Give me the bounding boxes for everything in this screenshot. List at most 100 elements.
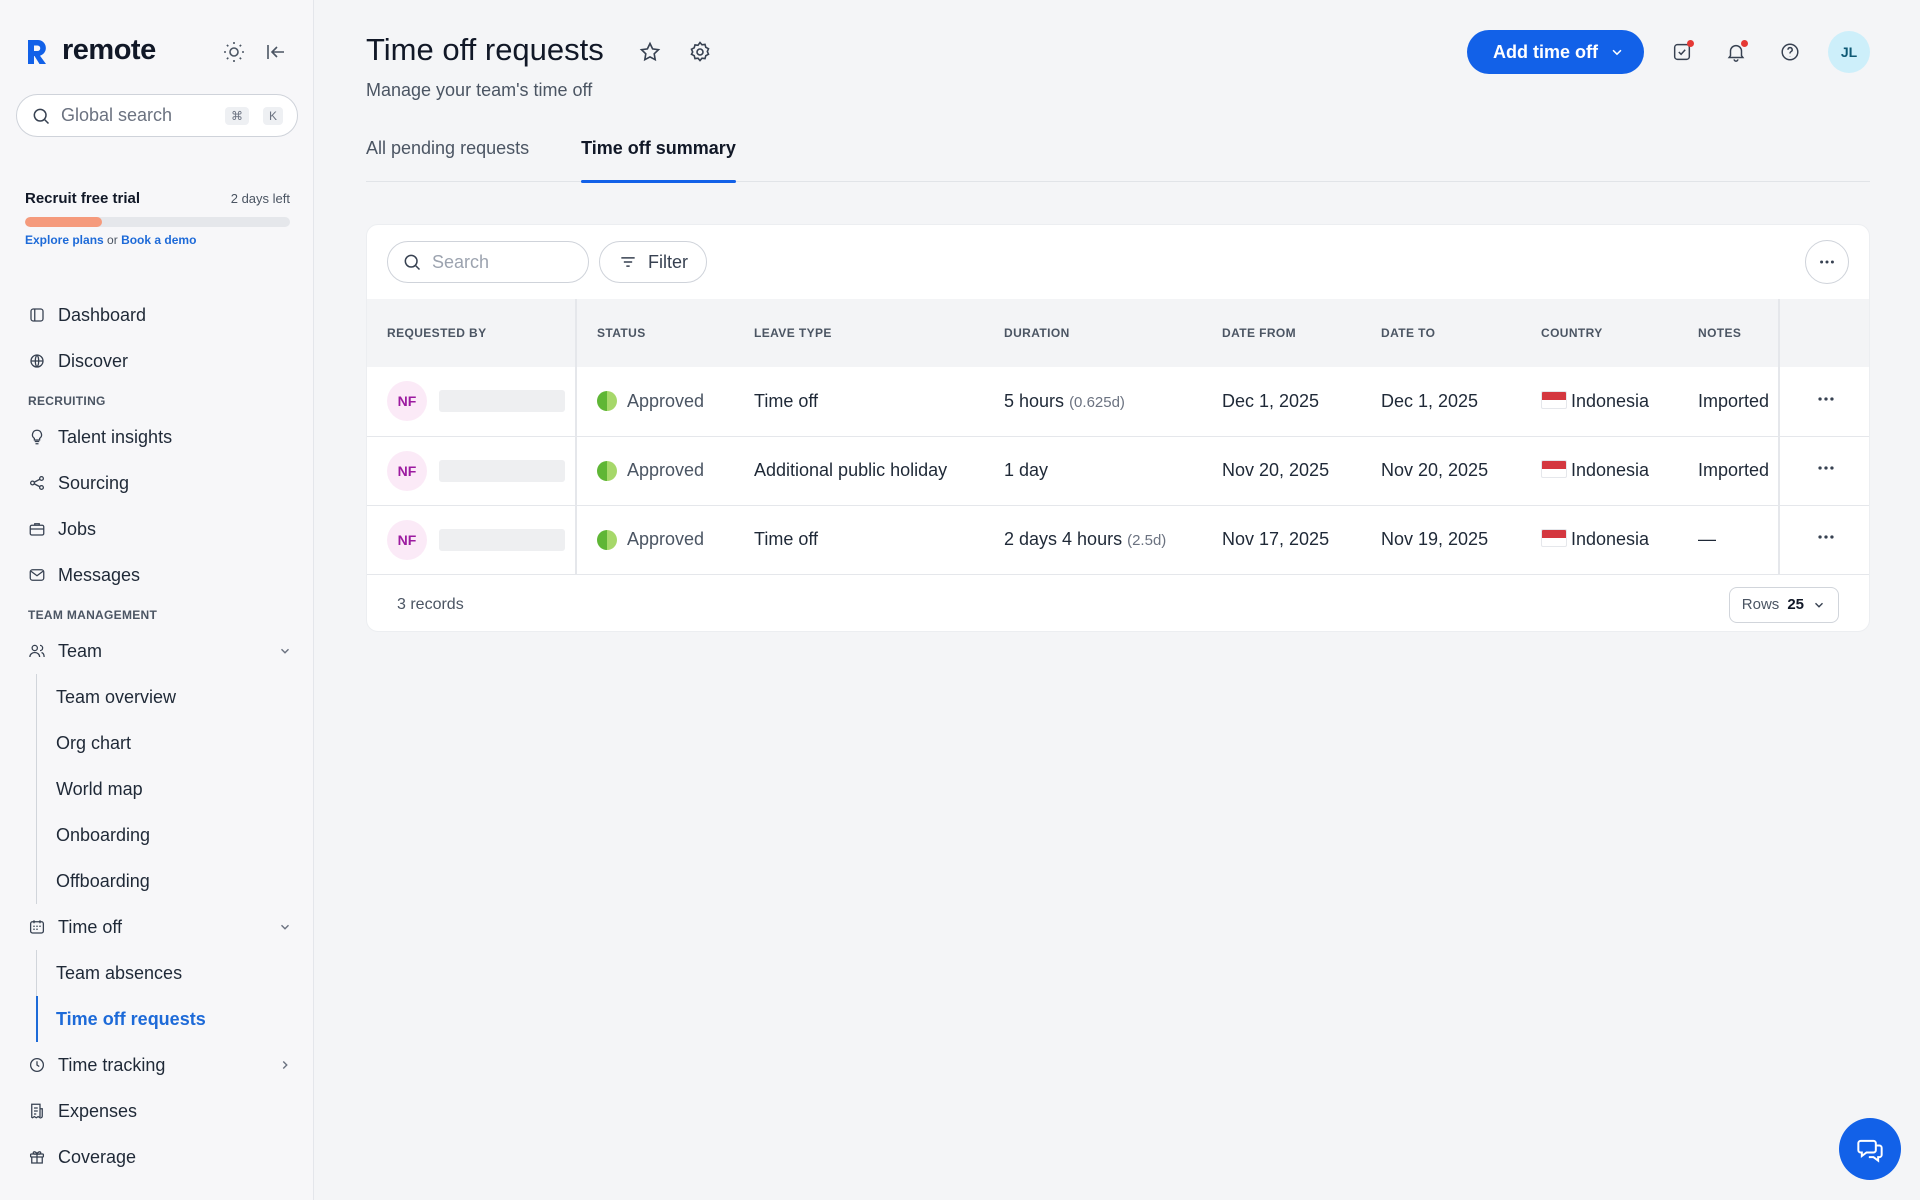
search-icon bbox=[404, 254, 421, 271]
leave-type-cell: Time off bbox=[734, 505, 984, 575]
sun-icon[interactable] bbox=[222, 40, 246, 64]
filter-button[interactable]: Filter bbox=[599, 241, 707, 283]
tab-all-pending-requests[interactable]: All pending requests bbox=[366, 138, 530, 158]
page-title: Time off requests bbox=[366, 32, 604, 67]
sidebar-item-label: Discover bbox=[58, 350, 129, 371]
notes-cell: — bbox=[1678, 505, 1780, 575]
help-button[interactable] bbox=[1774, 36, 1806, 68]
sidebar-item-sourcing[interactable]: Sourcing bbox=[0, 460, 314, 506]
sidebar-item-coverage[interactable]: Coverage bbox=[0, 1134, 314, 1180]
sidebar-item-time-off[interactable]: Time off bbox=[0, 904, 314, 950]
duration-days: (2.5d) bbox=[1127, 532, 1167, 549]
section-team-management: TEAM MANAGEMENT bbox=[28, 608, 158, 622]
more-horizontal-icon bbox=[1817, 535, 1834, 539]
column-header[interactable]: COUNTRY bbox=[1541, 326, 1603, 340]
table-row[interactable]: NF Approved Additional public holiday 1 … bbox=[367, 436, 1869, 506]
time-off-table-card: Search Filter REQUESTED BY STATUS LEAVE … bbox=[366, 224, 1870, 632]
trial-or: or bbox=[107, 233, 118, 247]
book-demo-link[interactable]: Book a demo bbox=[121, 233, 197, 247]
sidebar-item-label: Jobs bbox=[58, 518, 97, 539]
lightbulb-icon bbox=[31, 429, 43, 445]
row-actions-button[interactable] bbox=[1779, 436, 1869, 506]
row-actions-button[interactable] bbox=[1779, 367, 1869, 437]
redacted-name bbox=[439, 459, 565, 482]
sidebar-item-discover[interactable]: Discover bbox=[0, 338, 314, 384]
table-search-input[interactable]: Search bbox=[387, 241, 589, 283]
sidebar-item-team-overview[interactable]: Team overview bbox=[0, 674, 314, 720]
notifications-button[interactable] bbox=[1720, 36, 1752, 68]
sidebar-item-onboarding[interactable]: Onboarding bbox=[0, 812, 314, 858]
sidebar-item-world-map[interactable]: World map bbox=[0, 766, 314, 812]
sidebar-item-offboarding[interactable]: Offboarding bbox=[0, 858, 314, 904]
column-header[interactable]: DATE TO bbox=[1381, 326, 1436, 340]
sidebar-item-jobs[interactable]: Jobs bbox=[0, 506, 314, 552]
section-recruiting: RECRUITING bbox=[28, 394, 106, 408]
checklist-icon bbox=[1673, 43, 1691, 61]
star-icon[interactable] bbox=[638, 40, 662, 64]
table-row[interactable]: NF Approved Time off 2 days 4 hours (2.5… bbox=[367, 505, 1869, 575]
trial-title: Recruit free trial bbox=[25, 190, 141, 207]
notes-cell: Imported bbox=[1678, 436, 1780, 506]
global-search-placeholder: Global search bbox=[61, 105, 173, 125]
collapse-sidebar-icon[interactable] bbox=[264, 40, 288, 64]
sidebar-item-label: Dashboard bbox=[58, 304, 147, 325]
briefcase-icon bbox=[29, 523, 45, 536]
sidebar-item-team-absences[interactable]: Team absences bbox=[0, 950, 314, 996]
chevron-down-icon bbox=[281, 924, 289, 930]
tab-time-off-summary[interactable]: Time off summary bbox=[581, 132, 736, 183]
sidebar-item-team[interactable]: Team bbox=[0, 628, 314, 674]
sidebar-item-time-off-requests[interactable]: Time off requests bbox=[0, 996, 314, 1042]
date-to-cell: Nov 20, 2025 bbox=[1361, 436, 1521, 506]
globe-icon bbox=[30, 354, 44, 368]
tasks-button[interactable] bbox=[1666, 36, 1698, 68]
redacted-name bbox=[439, 390, 565, 413]
chat-support-button[interactable] bbox=[1839, 1118, 1901, 1180]
table-row[interactable]: NF Approved Time off 5 hours (0.625d) De… bbox=[367, 367, 1869, 437]
sidebar-item-messages[interactable]: Messages bbox=[0, 552, 314, 598]
trial-progress-bar bbox=[25, 217, 290, 227]
filter-label: Filter bbox=[648, 251, 688, 272]
leave-type-cell: Additional public holiday bbox=[734, 436, 984, 506]
remote-logo-icon bbox=[28, 39, 46, 64]
date-to-cell: Nov 19, 2025 bbox=[1361, 505, 1521, 575]
brand[interactable]: remote bbox=[24, 34, 156, 67]
column-header[interactable]: NOTES bbox=[1678, 299, 1780, 367]
sidebar-item-org-chart[interactable]: Org chart bbox=[0, 720, 314, 766]
duration-text: 5 hours bbox=[1004, 390, 1065, 411]
global-search-input[interactable]: Global search ⌘ K bbox=[16, 94, 298, 137]
settings-gear-icon[interactable] bbox=[688, 40, 712, 64]
tasks-badge bbox=[1687, 40, 1694, 47]
dashboard-icon bbox=[30, 308, 44, 322]
envelope-icon bbox=[29, 569, 45, 581]
explore-plans-link[interactable]: Explore plans bbox=[25, 233, 104, 247]
app-name: remote bbox=[62, 34, 156, 66]
rows-value: 25 bbox=[1787, 596, 1804, 613]
column-header[interactable]: DATE FROM bbox=[1222, 326, 1297, 340]
approved-status-icon bbox=[597, 391, 617, 412]
notifications-badge bbox=[1741, 40, 1748, 47]
sidebar-item-talent-insights[interactable]: Talent insights bbox=[0, 414, 314, 460]
sidebar-item-dashboard[interactable]: Dashboard bbox=[0, 292, 314, 338]
sidebar-item-expenses[interactable]: Expenses bbox=[0, 1088, 314, 1134]
rows-label: Rows bbox=[1741, 596, 1780, 613]
add-time-off-label: Add time off bbox=[1493, 41, 1598, 62]
column-header[interactable]: REQUESTED BY bbox=[367, 299, 577, 367]
column-header[interactable]: DURATION bbox=[1004, 326, 1070, 340]
records-count: 3 records bbox=[397, 595, 464, 613]
row-actions-button[interactable] bbox=[1779, 505, 1869, 575]
calendar-icon bbox=[29, 920, 45, 934]
user-avatar[interactable]: JL bbox=[1828, 31, 1870, 73]
add-time-off-button[interactable]: Add time off bbox=[1467, 30, 1644, 74]
trial-progress-fill bbox=[25, 217, 102, 227]
duration-text: 1 day bbox=[1004, 460, 1049, 480]
column-header[interactable]: STATUS bbox=[597, 326, 646, 340]
table-more-button[interactable] bbox=[1805, 240, 1849, 284]
share-icon bbox=[29, 475, 45, 491]
sidebar-item-time-tracking[interactable]: Time tracking bbox=[0, 1042, 314, 1088]
status-text: Approved bbox=[627, 460, 705, 480]
gift-icon bbox=[29, 1151, 45, 1164]
rows-per-page-select[interactable]: Rows 25 bbox=[1728, 586, 1839, 623]
leave-type-cell: Time off bbox=[734, 367, 984, 437]
column-header[interactable]: LEAVE TYPE bbox=[754, 326, 832, 340]
chevron-down-icon bbox=[1612, 49, 1622, 56]
